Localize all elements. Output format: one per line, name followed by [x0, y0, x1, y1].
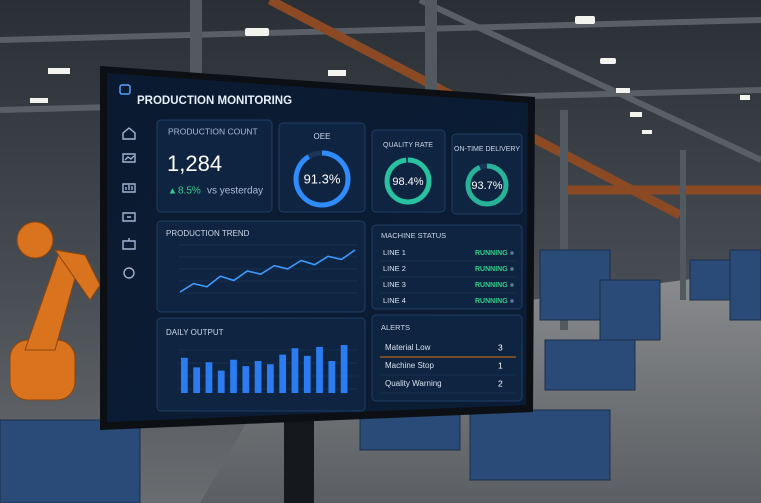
status-dot [510, 251, 514, 255]
bar [340, 345, 348, 393]
gauge-value: 91.3% [304, 171, 341, 186]
gauge-arc [293, 150, 351, 208]
status-card [371, 224, 523, 310]
line-status: RUNNING [475, 298, 508, 305]
count-change-note: vs yesterday [207, 186, 263, 197]
logo-icon [119, 84, 131, 95]
count-label: PRODUCTION COUNT [168, 126, 258, 136]
trend-title: PRODUCTION TREND [166, 229, 250, 238]
line-status: RUNNING [475, 282, 508, 289]
status-title: MACHINE STATUS [381, 231, 446, 240]
line-name: LINE 2 [383, 264, 406, 273]
status-dot [510, 299, 514, 303]
alert-name: Quality Warning [385, 379, 442, 388]
line-status: RUNNING [475, 250, 508, 257]
line-status: RUNNING [475, 266, 508, 273]
status-dot [510, 283, 514, 287]
alert-count: 1 [498, 360, 503, 370]
bar [267, 364, 274, 393]
gauge-label: QUALITY RATE [383, 142, 433, 149]
gauge-value: 98.4% [392, 176, 423, 188]
trend-arrow: ▲ [168, 185, 177, 195]
bar [303, 355, 311, 393]
monitor-stand [284, 420, 314, 503]
gauge-label: OEE [314, 132, 331, 141]
bar [328, 361, 336, 393]
bar [254, 361, 262, 393]
status-dot [510, 267, 514, 271]
output-title: DAILY OUTPUT [166, 328, 224, 337]
alert-name: Machine Stop [385, 361, 434, 370]
count-card [156, 119, 273, 213]
trend-line [179, 249, 356, 293]
alerts-title: ALERTS [381, 323, 410, 332]
bar [291, 348, 299, 393]
gauge-arc [384, 157, 432, 205]
bar [181, 357, 188, 393]
count-change: 8.5% [178, 186, 201, 197]
header-title: PRODUCTION MONITORING [137, 95, 292, 107]
alert-count: 2 [498, 378, 503, 388]
bar [230, 359, 237, 393]
gauge-label: ON-TIME DELIVERY [454, 146, 520, 153]
bar [279, 354, 287, 393]
line-name: LINE 4 [383, 296, 406, 305]
trend-card [156, 220, 366, 313]
robot-arm [9, 221, 101, 401]
line-name: LINE 1 [383, 248, 406, 257]
ceiling-lights [30, 16, 750, 134]
bar [205, 362, 213, 393]
bar [193, 367, 201, 393]
bar [242, 366, 250, 393]
bar [217, 370, 225, 393]
alerts-card [371, 314, 523, 402]
alert-count: 3 [498, 342, 503, 352]
count-value: 1,284 [167, 151, 222, 176]
gauge-arc [465, 163, 509, 207]
gauge-value: 93.7% [471, 180, 502, 192]
line-name: LINE 3 [383, 280, 406, 289]
alert-name: Material Low [385, 343, 431, 352]
sidebar [122, 127, 136, 279]
bar [316, 346, 323, 393]
